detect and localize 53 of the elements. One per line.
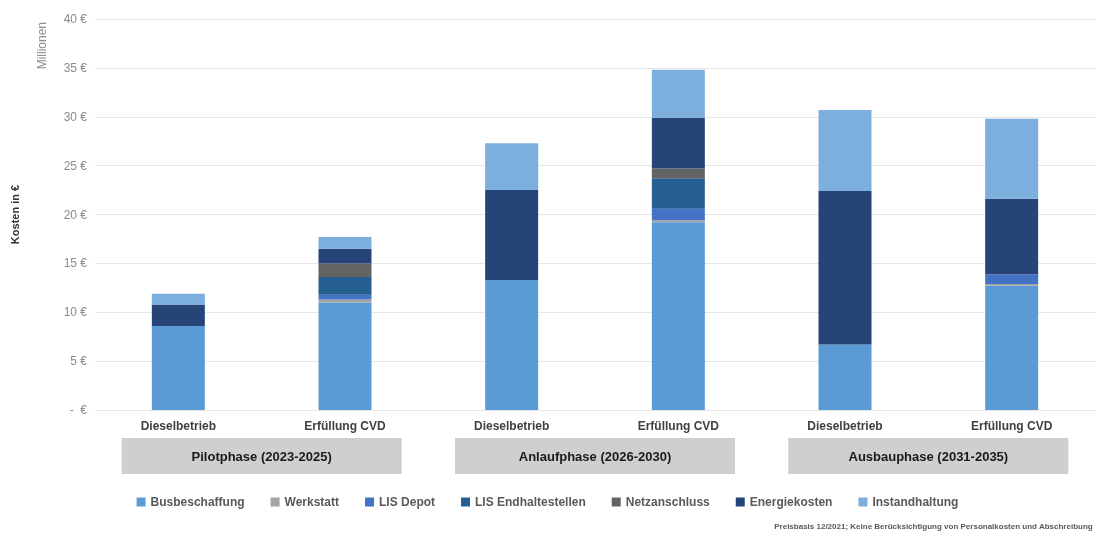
bar: [818, 344, 872, 410]
y-tick-label: 30 €: [63, 109, 88, 124]
text: Anlaufphase (2026-2030): [518, 448, 672, 464]
x-tick-label: Erfüllung CVD: [637, 419, 720, 433]
y-tick-label: 5 €: [70, 354, 88, 369]
bar: [985, 274, 1039, 284]
bar: [318, 236, 372, 249]
y-tick-label: 10 €: [63, 305, 88, 320]
y-axis-title: Kosten in €: [8, 184, 21, 245]
text: Millionen: [35, 22, 49, 70]
bar: [818, 191, 872, 345]
legend-label: Instandhaltung: [872, 495, 959, 509]
bar: [985, 118, 1039, 199]
x-tick-label: Dieselbetrieb: [140, 419, 217, 433]
text: Pilotphase (2023-2025): [191, 448, 332, 464]
bar: [151, 325, 205, 410]
y-tick-label: 20 €: [63, 207, 88, 222]
bar: [985, 198, 1039, 275]
bar: [985, 285, 1039, 410]
bar: [151, 293, 205, 305]
bar: [485, 190, 539, 280]
bar: [651, 178, 705, 209]
legend-label: Werkstatt: [284, 495, 340, 509]
bar: [318, 263, 372, 278]
y-tick-label: 15 €: [63, 256, 88, 271]
bar: [651, 69, 705, 118]
legend-label: LIS Depot: [379, 495, 436, 509]
y-tick-label: 40 €: [63, 12, 88, 26]
y-tick-label: 35 €: [63, 60, 88, 75]
y-tick-label: 25 €: [63, 158, 88, 173]
bar: [318, 248, 372, 264]
bar: [318, 302, 372, 410]
text: Preisbasis 12/2021; Keine Berücksichtigung von Personalkosten und Abschreibung: [774, 521, 1093, 531]
bar: [651, 117, 705, 169]
bar: [318, 277, 372, 295]
bar: [485, 143, 539, 191]
bar: [151, 304, 205, 326]
x-tick-label: Dieselbetrieb: [807, 419, 883, 433]
legend-label: Energiekosten: [749, 495, 833, 509]
text: Ausbauphase (2031-2035): [848, 448, 1009, 464]
bar: [651, 208, 705, 221]
bar: [485, 279, 539, 410]
legend-label: Netzanschluss: [625, 495, 711, 509]
y-tick-label: - €: [69, 403, 88, 417]
bar: [318, 294, 372, 300]
x-tick-label: Dieselbetrieb: [473, 419, 550, 433]
bar: [818, 109, 872, 192]
x-tick-label: Erfüllung CVD: [971, 419, 1053, 433]
legend-label: Busbeschaffung: [150, 495, 245, 509]
bar: [651, 168, 705, 179]
x-tick-label: Erfüllung CVD: [304, 419, 386, 433]
bar: [651, 222, 705, 410]
legend-label: LIS Endhaltestellen: [475, 495, 586, 509]
